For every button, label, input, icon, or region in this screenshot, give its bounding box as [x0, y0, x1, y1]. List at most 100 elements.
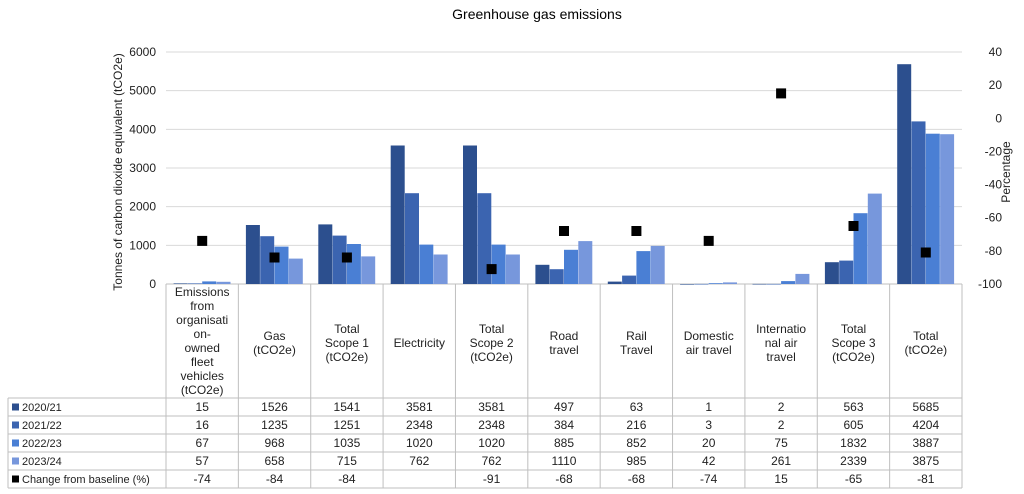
y2-tick-label: 0 — [995, 111, 1002, 125]
category-label: travel — [766, 350, 795, 364]
table-cell: 20 — [702, 436, 716, 450]
y-tick-label: 0 — [149, 277, 156, 291]
bar — [867, 193, 882, 284]
table-cell: -68 — [555, 472, 573, 486]
table-cell: 384 — [554, 418, 574, 432]
table-cell: 3875 — [912, 454, 939, 468]
marker — [486, 264, 497, 275]
table-cell: 605 — [843, 418, 863, 432]
table-cell: 261 — [771, 454, 791, 468]
bar — [187, 283, 202, 284]
y-tick-label: 6000 — [129, 45, 156, 59]
table-cell: 5685 — [912, 400, 939, 414]
marker — [848, 221, 859, 231]
marker — [559, 226, 569, 236]
bar — [405, 193, 419, 284]
y-tick-label: 2000 — [129, 200, 156, 214]
bar — [723, 282, 737, 284]
category-label: Total — [334, 322, 359, 336]
category-label: Internatio — [756, 322, 806, 336]
bar — [216, 281, 231, 284]
bar — [535, 264, 550, 284]
category-label: Electricity — [394, 336, 445, 350]
table-cell: 1020 — [478, 436, 505, 450]
y2-tick-label: -80 — [985, 244, 1003, 258]
bar — [477, 193, 492, 284]
category-label: Domestic — [684, 329, 734, 343]
table-cell: -91 — [483, 472, 501, 486]
legend-label: Change from baseline (%) — [22, 474, 150, 486]
category-label: fleet — [191, 355, 214, 369]
y2-tick-label: -20 — [985, 144, 1003, 158]
category-label: (tCO2e) — [181, 383, 224, 397]
y-tick-label: 5000 — [129, 84, 156, 98]
table-cell: -68 — [628, 472, 646, 486]
table-cell: 1235 — [261, 418, 288, 432]
table-cell: 16 — [196, 418, 210, 432]
table-cell: 985 — [626, 454, 646, 468]
bar — [390, 145, 405, 284]
marker — [920, 247, 931, 258]
table-cell: 497 — [554, 400, 574, 414]
table-cell: 762 — [409, 454, 429, 468]
bar — [650, 245, 665, 284]
category-label: on- — [194, 327, 211, 341]
category-label: Total — [841, 322, 866, 336]
bar — [549, 269, 564, 284]
table-cell: -84 — [266, 472, 284, 486]
bar — [564, 249, 578, 284]
bar — [752, 283, 767, 285]
table-cell: 852 — [626, 436, 646, 450]
category-label: Total — [913, 329, 938, 343]
y-tick-label: 1000 — [129, 238, 156, 252]
table-cell: 1 — [705, 400, 712, 414]
bar — [839, 260, 854, 284]
marker — [341, 252, 352, 263]
table-cell: 885 — [554, 436, 574, 450]
table-cell: -65 — [845, 472, 863, 486]
table-cell: 1110 — [552, 454, 577, 468]
table-cell: -84 — [338, 472, 356, 486]
table-cell: 42 — [702, 454, 716, 468]
category-label: Scope 2 — [470, 336, 514, 350]
bar — [940, 134, 955, 284]
table-cell: -74 — [194, 472, 212, 486]
table-cell: -81 — [917, 472, 935, 486]
table-cell: 1035 — [334, 436, 361, 450]
table-cell: -74 — [700, 472, 718, 486]
category-label: Road — [550, 329, 579, 343]
table-cell: 2348 — [406, 418, 433, 432]
legend-swatch — [12, 421, 19, 429]
category-label: Emissions — [175, 285, 230, 299]
bar — [781, 281, 796, 284]
category-label: Scope 1 — [325, 336, 369, 350]
table-cell: 563 — [843, 400, 863, 414]
category-label: nal air — [765, 336, 798, 350]
bar — [795, 273, 810, 284]
bar — [332, 235, 347, 284]
table-cell: 75 — [774, 436, 788, 450]
table-cell: 2 — [778, 400, 785, 414]
table-cell: 3 — [705, 418, 712, 432]
y-tick-label: 3000 — [129, 161, 156, 175]
bar — [491, 244, 506, 284]
legend-label: 2022/23 — [22, 438, 62, 450]
category-label: Rail — [626, 329, 647, 343]
y2-tick-label: -40 — [985, 178, 1003, 192]
category-label: travel — [549, 343, 578, 357]
y-axis-label: Tonnes of carbon dioxide equivalent (tCO… — [111, 53, 125, 290]
bar — [636, 251, 651, 284]
y-tick-label: 4000 — [129, 122, 156, 136]
bar — [694, 283, 709, 285]
table-cell: 15 — [196, 400, 210, 414]
bar — [463, 145, 477, 284]
bar — [708, 283, 723, 284]
marker — [776, 88, 787, 99]
table-cell: 15 — [774, 472, 788, 486]
legend-swatch — [12, 457, 19, 465]
table-cell: 1020 — [406, 436, 433, 450]
table-cell: 3581 — [406, 400, 433, 414]
legend-swatch — [12, 475, 19, 483]
category-label: organisati — [176, 313, 228, 327]
